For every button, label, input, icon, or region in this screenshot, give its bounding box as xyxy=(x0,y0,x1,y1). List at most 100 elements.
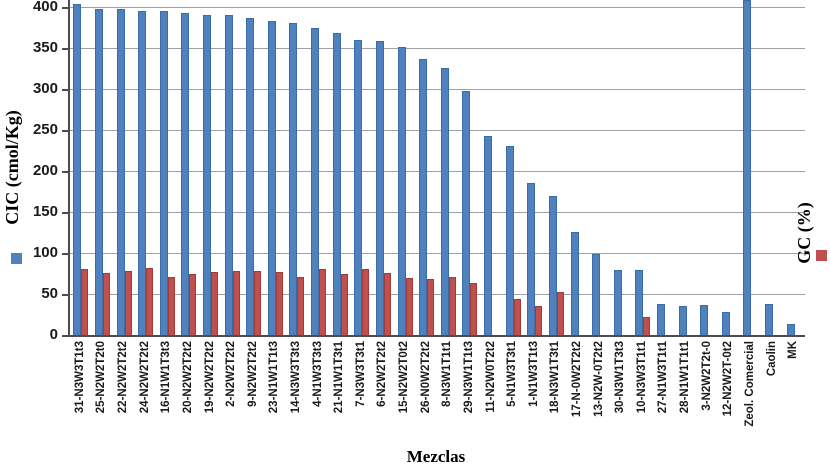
x-category-label: 28-N1W1T1t1 xyxy=(679,341,692,414)
bar-cic xyxy=(786,323,795,335)
bar-gc xyxy=(102,272,110,335)
y-tick-label: 250 xyxy=(32,121,58,138)
bar-gc xyxy=(448,276,456,335)
gridline xyxy=(70,171,805,172)
x-category-label: 26-N0W2T2t2 xyxy=(419,341,432,414)
bar-cic xyxy=(397,47,406,335)
x-category-label: 6-N2W2T2t2 xyxy=(376,341,389,407)
gridline xyxy=(70,7,805,8)
gridline xyxy=(70,253,805,254)
bar-cic xyxy=(462,91,471,335)
y-axis-tick xyxy=(62,335,68,337)
x-category-label: 10-N3W3T1t1 xyxy=(635,341,648,414)
bar-cic xyxy=(246,18,255,335)
bar-cic xyxy=(527,183,536,335)
bar-cic xyxy=(700,304,709,335)
gc-legend-swatch xyxy=(816,250,827,261)
x-category-label: 27-N1W3T1t1 xyxy=(657,341,670,414)
x-axis-title: Mezclas xyxy=(406,447,466,466)
bar-gc xyxy=(470,282,478,335)
bar-gc xyxy=(405,277,413,335)
y-axis-tick xyxy=(62,253,68,255)
bar-gc xyxy=(319,269,327,335)
y-tick-label: 0 xyxy=(49,326,58,343)
bar-gc xyxy=(189,273,197,335)
bar-cic xyxy=(548,195,557,335)
x-category-label: 16-N1W1T3t3 xyxy=(160,341,173,414)
x-category-label: 19-N2W2T2t2 xyxy=(203,341,216,414)
bar-gc xyxy=(232,271,240,335)
x-category-label: 15-N2W2T0t2 xyxy=(398,341,411,414)
bar-cic xyxy=(743,0,752,335)
bar-cic xyxy=(73,3,82,335)
bar-gc xyxy=(427,279,435,335)
x-category-label: 25-N2W2T2t0 xyxy=(95,341,108,414)
bar-cic xyxy=(440,67,449,335)
bar-cic xyxy=(375,41,384,335)
x-category-label: Zeol. Comercial xyxy=(743,341,756,427)
bar-gc xyxy=(643,316,651,335)
plot-area xyxy=(68,0,805,337)
y-tick-label: 300 xyxy=(32,80,58,97)
bar-gc xyxy=(81,269,89,335)
bar-cic xyxy=(203,15,211,335)
y-tick-label: 200 xyxy=(32,162,58,179)
bar-gc xyxy=(556,292,564,335)
x-category-label: 29-N3W1T1t3 xyxy=(462,341,475,414)
y-tick-label: 350 xyxy=(32,39,58,56)
x-category-label: 31-N3W3T1t3 xyxy=(73,341,86,414)
bar-gc xyxy=(124,271,132,335)
x-category-label: 4-N1W3T3t3 xyxy=(311,341,324,407)
cic-legend-swatch xyxy=(11,253,22,264)
bar-gc xyxy=(167,276,175,335)
x-category-label: Caolin xyxy=(765,341,778,377)
bar-cic xyxy=(484,135,493,335)
bar-cic xyxy=(159,11,168,335)
x-category-label: 22-N2W2T2t2 xyxy=(117,341,130,414)
x-category-label: 7-N3W3T3t1 xyxy=(354,341,367,407)
x-category-label: 30-N3W1T3t3 xyxy=(614,341,627,414)
gridline xyxy=(70,48,805,49)
bar-gc xyxy=(340,273,348,335)
bar-cic xyxy=(592,253,601,335)
x-category-label: 20-N2W2T2t2 xyxy=(181,341,194,414)
x-category-label: 24-N2W2T2t2 xyxy=(138,341,151,414)
bar-cic xyxy=(570,231,579,335)
bar-cic xyxy=(354,39,363,335)
y-axis-tick xyxy=(62,171,68,173)
x-category-label: 1-N1W3T1t3 xyxy=(527,341,540,407)
y-tick-label: 150 xyxy=(32,203,58,220)
y-axis-tick xyxy=(62,130,68,132)
bar-cic xyxy=(224,15,233,335)
y-axis-tick xyxy=(62,212,68,214)
bar-gc xyxy=(362,269,370,335)
bar-cic xyxy=(181,12,190,335)
bar-cic xyxy=(311,28,320,335)
bar-gc xyxy=(146,267,154,335)
x-category-label: 11-N2W0T2t2 xyxy=(484,341,497,413)
bar-cic xyxy=(635,270,644,335)
bar-cic xyxy=(505,146,514,335)
gridline xyxy=(70,130,805,131)
x-category-label: MK xyxy=(787,341,800,359)
bar-cic xyxy=(289,22,298,335)
bar-cic xyxy=(765,303,774,335)
bar-cic xyxy=(721,312,730,335)
y-tick-label: 400 xyxy=(32,0,58,15)
x-category-label: 21-N1W1T3t1 xyxy=(333,341,346,414)
gridline xyxy=(70,212,805,213)
bar-cic xyxy=(116,9,125,335)
bar-gc xyxy=(535,306,543,335)
bar-cic xyxy=(267,20,276,335)
bar-cic xyxy=(656,303,665,335)
x-category-label: 13-N2W-0T2t2 xyxy=(592,341,605,417)
x-category-label: 2-N2W2T2t2 xyxy=(225,341,238,407)
gridline xyxy=(70,89,805,90)
x-category-label: 8-N3W1T1t1 xyxy=(441,341,454,407)
y-axis-tick xyxy=(62,7,68,9)
x-category-label: 9-N2W2T2t2 xyxy=(246,341,259,407)
y-axis-tick xyxy=(62,48,68,50)
y-axis-tick xyxy=(62,294,68,296)
x-category-label: 17-N-0W2T2t2 xyxy=(571,341,583,418)
